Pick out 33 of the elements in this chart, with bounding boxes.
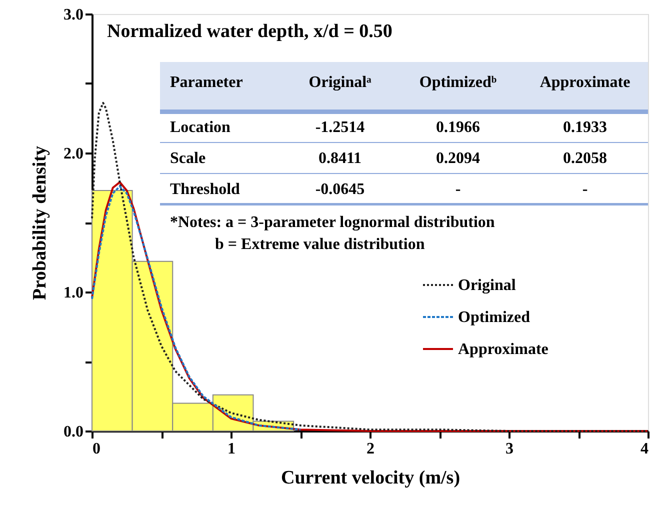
annotation: -0.0645 — [315, 181, 365, 198]
annotation: 0.1966 — [436, 119, 480, 136]
annotation: 0.2094 — [436, 150, 480, 167]
annotation: Optimizedᵇ — [419, 74, 497, 91]
annotation: Approximate — [540, 74, 630, 91]
annotation: 0.8411 — [318, 150, 362, 167]
y-tick-label: 3.0 — [64, 6, 84, 24]
y-tick-label: 0.0 — [64, 424, 84, 440]
legend-label: Optimized — [458, 309, 530, 326]
annotation: *Notes: a = 3-parameter lognormal distribution — [170, 214, 495, 231]
annotation: Location — [170, 119, 231, 136]
legend-label: Approximate — [458, 341, 548, 358]
annotation: - — [455, 181, 461, 198]
annotation: Parameter — [170, 74, 243, 91]
x-tick-label: 1 — [228, 440, 236, 458]
annotation: -1.2514 — [315, 119, 365, 136]
annotation: Scale — [170, 150, 206, 167]
y-axis-title: Probability density — [30, 145, 50, 300]
y-tick-label: 2.0 — [64, 146, 84, 162]
x-tick-label: 0 — [92, 440, 100, 458]
annotation: - — [582, 181, 588, 198]
y-tick-label: 1.0 — [64, 284, 84, 302]
annotation: 0.1933 — [563, 119, 607, 136]
chart-title: Normalized water depth, x/d = 0.50 — [107, 21, 392, 42]
annotation: Originalᵃ — [308, 74, 372, 91]
legend-label: Original — [458, 277, 516, 294]
annotation: 0.2058 — [563, 150, 607, 167]
x-tick-label: 2 — [366, 440, 374, 458]
annotation: b = Extreme value distribution — [215, 236, 425, 253]
annotation: Threshold — [170, 181, 240, 198]
x-axis-title: Current velocity (m/s) — [280, 468, 460, 488]
x-tick-label: 4 — [640, 440, 648, 458]
x-tick-label: 3 — [506, 440, 514, 458]
